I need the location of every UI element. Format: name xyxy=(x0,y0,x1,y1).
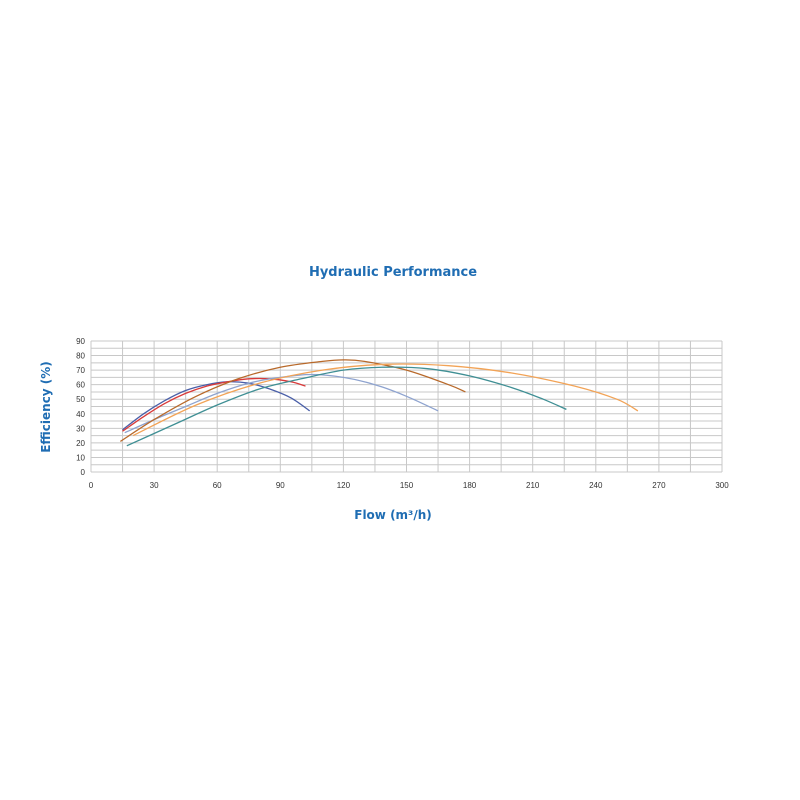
x-tick-label: 120 xyxy=(337,481,351,490)
x-tick-label: 210 xyxy=(526,481,540,490)
series-lines xyxy=(120,359,639,447)
x-tick-label: 0 xyxy=(89,481,94,490)
gridlines xyxy=(90,340,723,473)
chart-title: Hydraulic Performance xyxy=(309,265,477,280)
y-axis-title: Efficiency (%) xyxy=(39,361,53,453)
y-tick-label: 90 xyxy=(76,337,85,346)
tick-labels: 0 30 60 90 120 150 180 210 240 270 300 0 10 20 30 40 50 6… xyxy=(76,337,729,490)
x-axis-title: Flow (m³/h) xyxy=(354,508,431,522)
y-tick-label: 20 xyxy=(76,439,85,448)
y-tick-label: 50 xyxy=(76,395,85,404)
y-tick-label: 10 xyxy=(76,453,85,462)
x-tick-label: 150 xyxy=(400,481,414,490)
y-tick-label: 70 xyxy=(76,366,85,375)
series-line-5 xyxy=(126,366,567,447)
series-line-6 xyxy=(132,363,639,437)
y-tick-label: 80 xyxy=(76,352,85,361)
y-tick-label: 30 xyxy=(76,424,85,433)
x-tick-label: 30 xyxy=(150,481,159,490)
y-tick-label: 40 xyxy=(76,410,85,419)
y-tick-label: 0 xyxy=(81,468,86,477)
y-tick-label: 60 xyxy=(76,381,85,390)
series-line-2 xyxy=(122,377,306,432)
x-tick-label: 90 xyxy=(276,481,285,490)
x-tick-label: 180 xyxy=(463,481,477,490)
series-line-4 xyxy=(120,359,466,442)
x-tick-label: 300 xyxy=(715,481,729,490)
x-tick-label: 270 xyxy=(652,481,666,490)
x-tick-label: 240 xyxy=(589,481,603,490)
x-tick-label: 60 xyxy=(213,481,222,490)
series-line-1 xyxy=(122,381,311,431)
